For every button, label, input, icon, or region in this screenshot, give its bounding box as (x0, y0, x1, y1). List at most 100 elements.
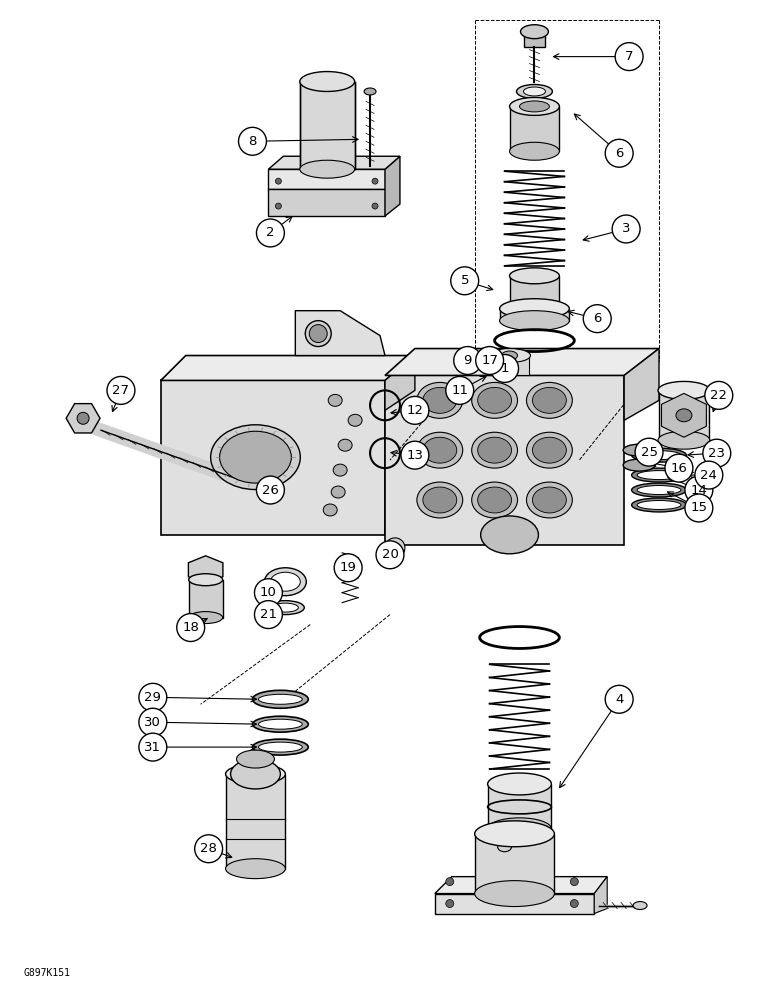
Polygon shape (296, 311, 385, 356)
Ellipse shape (77, 412, 89, 424)
Ellipse shape (300, 72, 354, 91)
Ellipse shape (364, 88, 376, 95)
Ellipse shape (523, 87, 546, 96)
Ellipse shape (270, 572, 300, 591)
Circle shape (571, 900, 578, 908)
Ellipse shape (520, 25, 548, 39)
Polygon shape (435, 877, 608, 894)
Ellipse shape (478, 437, 512, 463)
Ellipse shape (631, 468, 686, 482)
Ellipse shape (633, 902, 647, 910)
Ellipse shape (475, 821, 554, 847)
Ellipse shape (498, 842, 512, 852)
Ellipse shape (328, 394, 342, 406)
Text: 12: 12 (406, 404, 423, 417)
Text: 14: 14 (690, 484, 707, 497)
Ellipse shape (527, 382, 572, 418)
Text: 29: 29 (144, 691, 161, 704)
Ellipse shape (252, 690, 308, 708)
Polygon shape (594, 877, 608, 914)
Circle shape (139, 733, 167, 761)
Ellipse shape (231, 759, 280, 789)
Polygon shape (385, 356, 415, 410)
Ellipse shape (631, 498, 686, 512)
Circle shape (401, 396, 428, 424)
Ellipse shape (423, 437, 457, 463)
Ellipse shape (300, 160, 354, 178)
Circle shape (605, 139, 633, 167)
Text: 18: 18 (182, 621, 199, 634)
Ellipse shape (385, 538, 405, 558)
Ellipse shape (323, 504, 337, 516)
Ellipse shape (637, 471, 681, 480)
Text: 15: 15 (690, 501, 707, 514)
Ellipse shape (488, 818, 551, 840)
Ellipse shape (417, 482, 462, 518)
Circle shape (139, 683, 167, 711)
Polygon shape (385, 349, 659, 375)
Text: 27: 27 (113, 384, 130, 397)
Circle shape (401, 441, 428, 469)
Polygon shape (385, 375, 624, 545)
Ellipse shape (510, 142, 560, 160)
Text: 11: 11 (451, 384, 469, 397)
Text: 20: 20 (381, 548, 398, 561)
Polygon shape (489, 356, 530, 375)
Ellipse shape (658, 431, 709, 449)
Circle shape (372, 203, 378, 209)
Text: 22: 22 (710, 389, 727, 402)
Circle shape (685, 494, 713, 522)
Circle shape (635, 438, 663, 466)
Ellipse shape (676, 409, 692, 422)
Circle shape (334, 554, 362, 582)
Ellipse shape (502, 351, 517, 360)
Ellipse shape (252, 716, 308, 732)
Ellipse shape (478, 387, 512, 413)
Circle shape (256, 219, 284, 247)
Text: 19: 19 (340, 561, 357, 574)
Polygon shape (161, 356, 415, 380)
Ellipse shape (259, 694, 303, 704)
Ellipse shape (489, 349, 530, 362)
Circle shape (476, 347, 503, 374)
Ellipse shape (273, 603, 298, 612)
Polygon shape (161, 380, 385, 535)
Polygon shape (510, 276, 560, 309)
Text: 3: 3 (622, 222, 631, 235)
Polygon shape (510, 106, 560, 151)
Circle shape (685, 476, 713, 504)
Polygon shape (269, 189, 385, 216)
Circle shape (445, 878, 454, 886)
Ellipse shape (334, 464, 347, 476)
Ellipse shape (310, 325, 327, 343)
Circle shape (571, 878, 578, 886)
Text: 6: 6 (593, 312, 601, 325)
Ellipse shape (225, 764, 286, 784)
Ellipse shape (417, 382, 462, 418)
Text: 30: 30 (144, 716, 161, 729)
Circle shape (372, 178, 378, 184)
Ellipse shape (475, 881, 554, 907)
Ellipse shape (499, 311, 569, 331)
Circle shape (584, 305, 611, 333)
Ellipse shape (266, 601, 304, 615)
Polygon shape (662, 393, 706, 437)
Ellipse shape (331, 486, 345, 498)
Text: 1: 1 (500, 362, 509, 375)
Circle shape (239, 127, 266, 155)
Circle shape (454, 347, 482, 374)
Text: 4: 4 (615, 693, 623, 706)
Ellipse shape (259, 719, 303, 729)
Ellipse shape (488, 773, 551, 795)
Circle shape (705, 381, 733, 409)
Ellipse shape (510, 268, 560, 284)
Circle shape (255, 579, 283, 607)
Circle shape (276, 178, 281, 184)
Ellipse shape (472, 482, 517, 518)
Circle shape (256, 476, 284, 504)
Circle shape (195, 835, 222, 863)
Ellipse shape (516, 85, 553, 98)
Text: 28: 28 (200, 842, 217, 855)
Polygon shape (385, 156, 400, 216)
Ellipse shape (338, 439, 352, 451)
